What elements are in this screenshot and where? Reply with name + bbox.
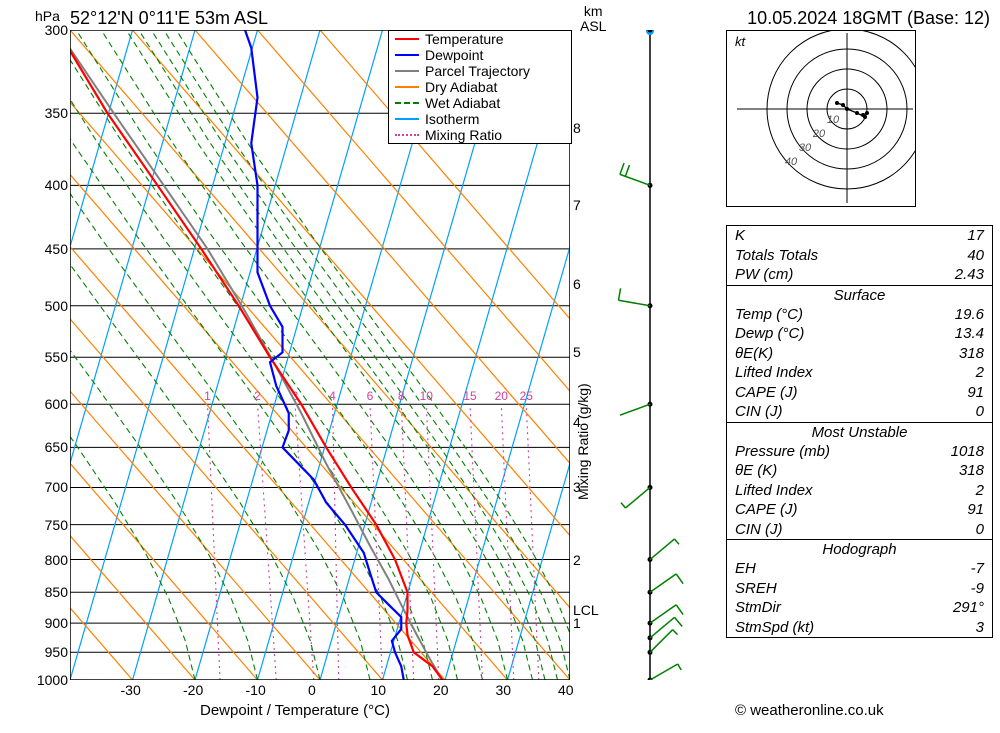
section-header: Surface — [727, 285, 992, 305]
y2-axis-label: kmASL — [580, 4, 606, 35]
y2-tick: 5 — [573, 344, 581, 360]
x-tick: -30 — [121, 682, 141, 698]
svg-text:2: 2 — [254, 389, 261, 403]
y2-tick: 8 — [573, 120, 581, 136]
index-row: Lifted Index2 — [727, 481, 992, 501]
index-row: Pressure (mb)1018 — [727, 442, 992, 462]
index-row: θE(K)318 — [727, 344, 992, 364]
y2-tick: 4 — [573, 414, 581, 430]
x-axis-label: Dewpoint / Temperature (°C) — [200, 702, 390, 719]
svg-text:20: 20 — [812, 128, 826, 140]
y1-tick: 850 — [45, 584, 68, 600]
y1-tick: 650 — [45, 439, 68, 455]
x-tick: -20 — [183, 682, 203, 698]
index-row: SREH-9 — [727, 579, 992, 599]
svg-text:4: 4 — [329, 389, 336, 403]
index-row: Dewp (°C)13.4 — [727, 324, 992, 344]
svg-text:25: 25 — [520, 389, 534, 403]
y1-tick: 900 — [45, 615, 68, 631]
y1-tick: 550 — [45, 349, 68, 365]
y2-tick: 3 — [573, 479, 581, 495]
index-row: PW (cm)2.43 — [727, 265, 992, 285]
y1-tick: 750 — [45, 517, 68, 533]
indices-table: K17Totals Totals40PW (cm)2.43SurfaceTemp… — [726, 225, 993, 638]
svg-text:1: 1 — [204, 389, 211, 403]
skewt-diagram: 52°12'N 0°11'E 53m ASL 10.05.2024 18GMT … — [0, 0, 1000, 733]
legend-item: Isotherm — [389, 111, 571, 127]
index-row: CAPE (J)91 — [727, 500, 992, 520]
index-row: θE (K)318 — [727, 461, 992, 481]
hodograph-panel: kt 10203040 — [726, 30, 916, 207]
x-tick: 10 — [371, 682, 387, 698]
index-row: K17 — [727, 226, 992, 246]
index-row: CAPE (J)91 — [727, 383, 992, 403]
x-tick: 20 — [433, 682, 449, 698]
y1-tick: 300 — [45, 22, 68, 38]
index-row: StmDir291° — [727, 598, 992, 618]
y2-tick: 1 — [573, 615, 581, 631]
section-header: Hodograph — [727, 539, 992, 559]
y1-tick: 600 — [45, 396, 68, 412]
legend-item: Parcel Trajectory — [389, 63, 571, 79]
chart-title-location: 52°12'N 0°11'E 53m ASL — [70, 8, 268, 29]
svg-text:10: 10 — [420, 389, 434, 403]
y1-tick: 400 — [45, 177, 68, 193]
hodograph-units: kt — [735, 34, 745, 49]
svg-text:30: 30 — [799, 142, 812, 154]
index-row: CIN (J)0 — [727, 520, 992, 540]
x-tick: 40 — [558, 682, 574, 698]
wind-barb-column — [615, 30, 705, 680]
svg-text:15: 15 — [463, 389, 477, 403]
y1-tick: 1000 — [37, 672, 68, 688]
x-tick: -10 — [246, 682, 266, 698]
legend-item: Dewpoint — [389, 47, 571, 63]
index-row: EH-7 — [727, 559, 992, 579]
svg-text:8: 8 — [398, 389, 405, 403]
x-tick: 0 — [308, 682, 316, 698]
svg-text:6: 6 — [367, 389, 374, 403]
y1-tick: 800 — [45, 552, 68, 568]
index-row: Totals Totals40 — [727, 246, 992, 266]
y2-tick: 6 — [573, 276, 581, 292]
chart-title-datetime: 10.05.2024 18GMT (Base: 12) — [747, 8, 990, 29]
legend-item: Dry Adiabat — [389, 79, 571, 95]
index-row: Temp (°C)19.6 — [727, 305, 992, 325]
index-row: CIN (J)0 — [727, 402, 992, 422]
legend: TemperatureDewpointParcel TrajectoryDry … — [388, 30, 572, 144]
y1-tick: 950 — [45, 644, 68, 660]
y2-tick: 2 — [573, 552, 581, 568]
y1-tick: 700 — [45, 479, 68, 495]
legend-item: Wet Adiabat — [389, 95, 571, 111]
copyright-text: © weatheronline.co.uk — [735, 702, 884, 719]
index-row: Lifted Index2 — [727, 363, 992, 383]
section-header: Most Unstable — [727, 422, 992, 442]
y1-tick: 350 — [45, 105, 68, 121]
index-row: StmSpd (kt)3 — [727, 618, 992, 638]
y1-tick: 500 — [45, 298, 68, 314]
y2-tick: 7 — [573, 197, 581, 213]
legend-item: Mixing Ratio — [389, 127, 571, 143]
legend-item: Temperature — [389, 31, 571, 47]
y1-tick: 450 — [45, 241, 68, 257]
svg-text:40: 40 — [785, 156, 798, 168]
svg-text:20: 20 — [495, 389, 509, 403]
svg-text:10: 10 — [827, 114, 840, 126]
x-tick: 30 — [496, 682, 512, 698]
